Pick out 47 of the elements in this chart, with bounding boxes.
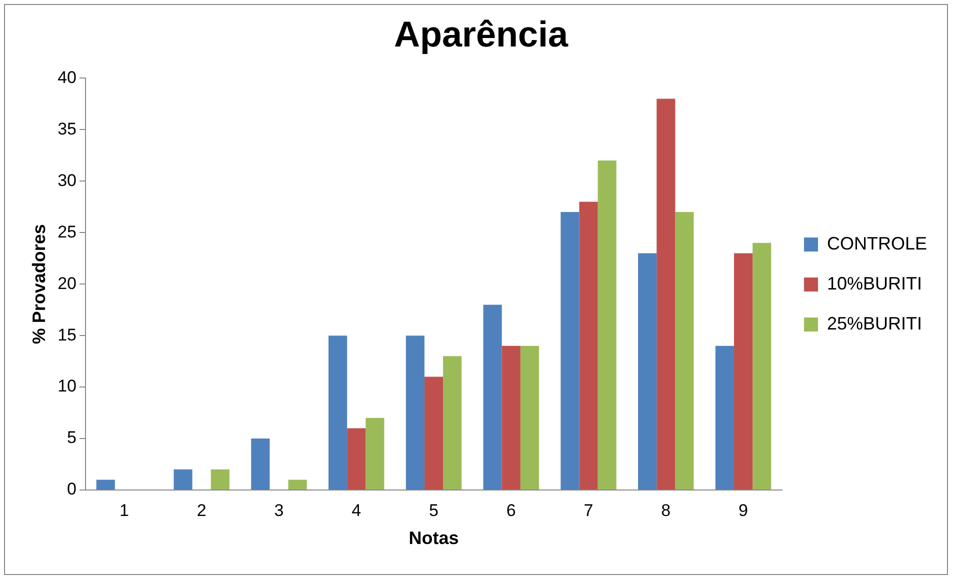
x-tick-label: 7: [584, 500, 594, 520]
y-tick-label: 35: [58, 119, 77, 138]
bar: [483, 304, 502, 490]
bar: [366, 418, 384, 490]
x-tick-label: 1: [119, 500, 129, 520]
y-tick-label: 40: [58, 68, 77, 87]
bar: [579, 202, 598, 490]
x-tick-label: 5: [429, 500, 438, 520]
bar: [443, 356, 462, 490]
y-tick-label: 0: [67, 480, 77, 499]
bar: [174, 469, 192, 490]
bar: [424, 376, 444, 490]
y-tick-label: 30: [58, 170, 77, 190]
bar: [406, 336, 424, 490]
x-tick-label: 2: [196, 500, 206, 520]
bar: [96, 480, 115, 490]
legend-label: 25%BURITI: [826, 313, 922, 334]
bar: [734, 253, 753, 490]
y-tick-label: 25: [58, 222, 77, 242]
x-tick-label: 6: [506, 500, 516, 520]
x-tick-label: 8: [661, 500, 671, 520]
legend-label: 10%BURITI: [826, 273, 922, 294]
bar: [502, 346, 520, 490]
bar: [347, 428, 366, 490]
bar: [638, 253, 657, 490]
y-tick-label: 20: [58, 274, 77, 293]
bar: [560, 212, 580, 490]
y-tick-label: 5: [67, 428, 77, 448]
bar: [210, 469, 230, 490]
y-tick-label: 10: [58, 376, 77, 396]
bar: [251, 438, 270, 490]
bar: [752, 242, 772, 490]
bar: [598, 160, 616, 490]
bar: [715, 346, 734, 490]
y-tick-label: 15: [58, 325, 77, 344]
bar: [520, 346, 539, 490]
bar: [656, 98, 676, 490]
x-tick-label: 9: [738, 500, 748, 520]
x-tick-label: 4: [352, 500, 362, 520]
bar: [288, 480, 307, 490]
x-axis-title: Notas: [408, 528, 459, 548]
chart-title: Aparência: [394, 14, 570, 55]
y-axis-title: % Provadores: [28, 224, 49, 344]
legend-label: CONTROLE: [826, 233, 928, 254]
bar: [675, 212, 694, 490]
x-tick-label: 3: [274, 500, 284, 520]
bar: [328, 336, 348, 490]
